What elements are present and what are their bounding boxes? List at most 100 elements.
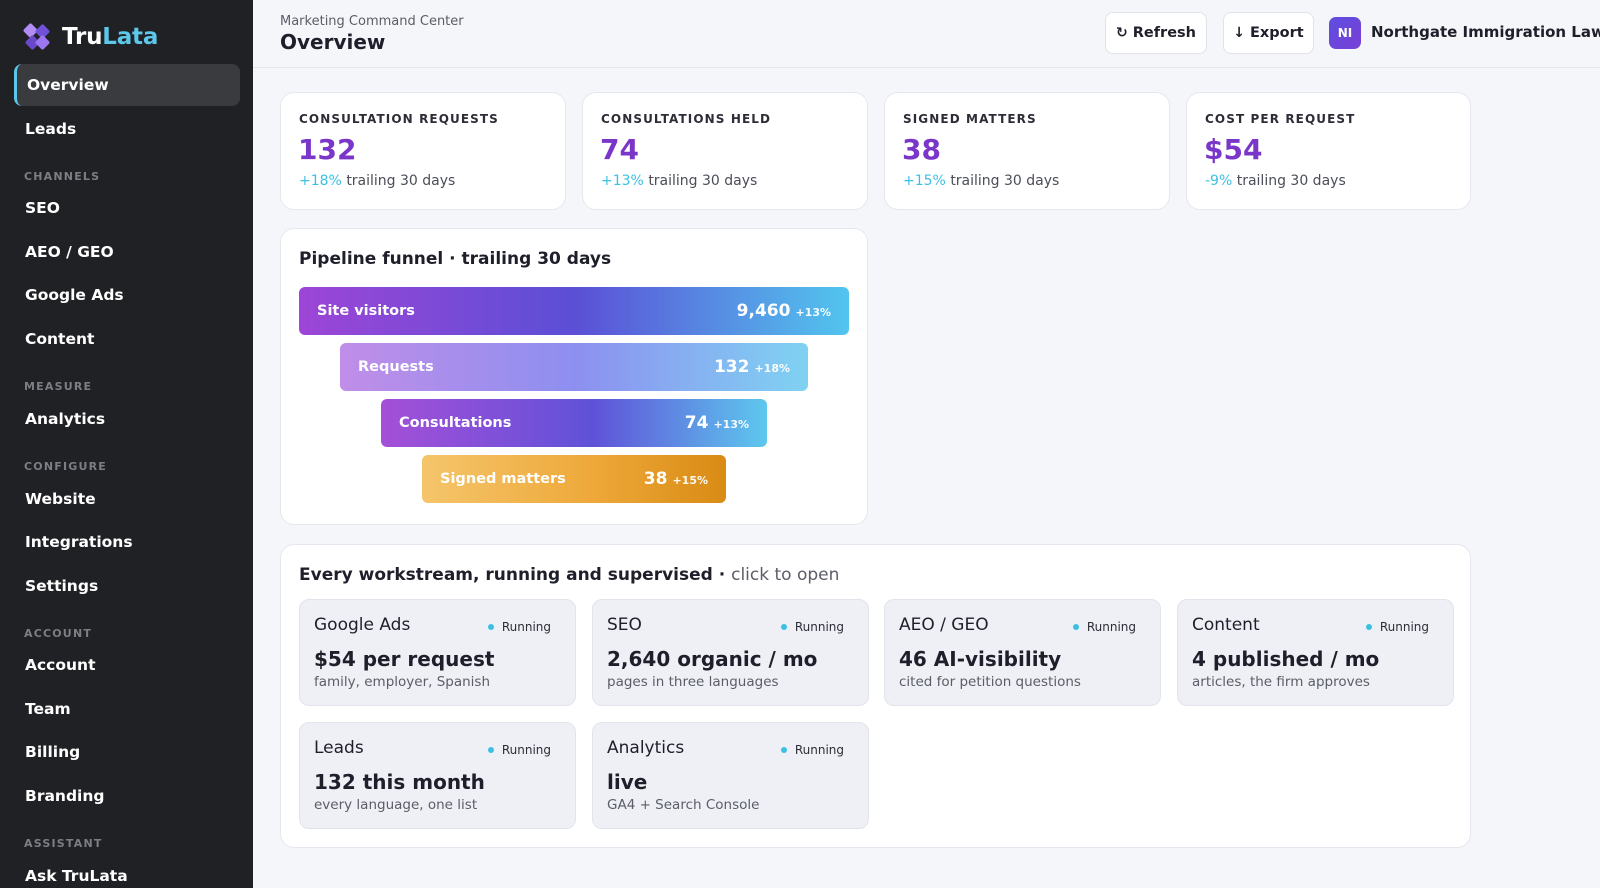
workstream-metric: 46 AI-visibility	[899, 647, 1062, 671]
export-label: Export	[1250, 25, 1304, 41]
nav-heading-configure: CONFIGURE	[24, 460, 107, 473]
workstream-sub: articles, the firm approves	[1192, 674, 1370, 690]
refresh-button[interactable]: ↻ Refresh	[1105, 12, 1207, 54]
kpi-value: 74	[600, 133, 639, 166]
kpi-foot: +15% trailing 30 days	[903, 173, 1060, 189]
status-dot-icon	[487, 624, 494, 630]
firm-name[interactable]: Northgate Immigration Law	[1371, 23, 1600, 41]
kpi-label: CONSULTATIONS HELD	[601, 112, 772, 126]
workstream-name: AEO / GEO	[899, 615, 989, 635]
workstream-aeo-geo[interactable]: AEO / GEO Running 46 AI-visibility cited…	[884, 599, 1161, 706]
workstreams-card: Every workstream, running and supervised…	[280, 544, 1471, 848]
status-badge: Running	[780, 620, 844, 634]
kpi-label: COST PER REQUEST	[1205, 112, 1356, 126]
funnel-stage-label: Site visitors	[317, 303, 415, 319]
refresh-label: Refresh	[1132, 25, 1196, 41]
funnel-stage-value: 132 +18%	[713, 357, 790, 377]
page-header: Marketing Command Center Overview ↻ Refr…	[253, 0, 1600, 68]
workstream-sub: every language, one list	[314, 797, 478, 813]
status-badge: Running	[1365, 620, 1429, 634]
workstream-analytics[interactable]: Analytics Running live GA4 + Search Cons…	[592, 722, 869, 829]
kpi-card-consultation-requests: CONSULTATION REQUESTS 132 +18% trailing …	[280, 92, 566, 210]
sidebar-item-ask-trulata[interactable]: Ask TruLata	[25, 867, 128, 885]
workstream-sub: pages in three languages	[607, 674, 779, 690]
funnel-title: Pipeline funnel · trailing 30 days	[299, 249, 612, 269]
kpi-card-consultations-held: CONSULTATIONS HELD 74 +13% trailing 30 d…	[582, 92, 868, 210]
workstream-name: Leads	[314, 738, 364, 758]
sidebar-item-integrations[interactable]: Integrations	[25, 533, 133, 551]
kpi-card-cost-per-request: COST PER REQUEST $54 -9% trailing 30 day…	[1186, 92, 1471, 210]
sidebar: TruLata Overview Leads CHANNELS SEO AEO …	[0, 0, 253, 888]
sidebar-item-content[interactable]: Content	[25, 330, 95, 348]
sidebar-item-analytics[interactable]: Analytics	[25, 410, 106, 428]
kpi-value: $54	[1204, 133, 1263, 166]
workstream-metric: 132 this month	[314, 770, 485, 794]
workstream-sub: cited for petition questions	[899, 674, 1081, 690]
funnel-stage-site-visitors[interactable]: Site visitors 9,460 +13%	[299, 287, 849, 335]
pipeline-funnel-card: Pipeline funnel · trailing 30 days Site …	[280, 228, 868, 525]
status-badge: Running	[780, 743, 844, 757]
sidebar-item-aeo-geo[interactable]: AEO / GEO	[25, 243, 114, 261]
workstream-name: Analytics	[607, 738, 685, 758]
sidebar-item-website[interactable]: Website	[25, 490, 96, 508]
workstream-metric: 4 published / mo	[1192, 647, 1380, 671]
workstream-metric: $54 per request	[314, 647, 495, 671]
sidebar-item-branding[interactable]: Branding	[25, 787, 105, 805]
sidebar-item-leads[interactable]: Leads	[25, 120, 77, 138]
sidebar-item-seo[interactable]: SEO	[25, 199, 60, 217]
nav-heading-channels: CHANNELS	[24, 170, 101, 183]
brand-logo[interactable]: TruLata	[22, 22, 159, 52]
avatar[interactable]: NI	[1329, 17, 1361, 49]
status-dot-icon	[1072, 624, 1079, 630]
kpi-card-signed-matters: SIGNED MATTERS 38 +15% trailing 30 days	[884, 92, 1170, 210]
kpi-foot: +13% trailing 30 days	[601, 173, 758, 189]
page-subtitle: Marketing Command Center	[280, 14, 464, 29]
status-dot-icon	[780, 747, 787, 753]
status-dot-icon	[1365, 624, 1372, 630]
funnel-stage-consultations[interactable]: Consultations 74 +13%	[381, 399, 767, 447]
status-badge: Running	[487, 620, 551, 634]
funnel-stage-value: 9,460 +13%	[736, 301, 831, 321]
workstream-seo[interactable]: SEO Running 2,640 organic / mo pages in …	[592, 599, 869, 706]
refresh-icon: ↻	[1116, 25, 1128, 41]
workstreams-title: Every workstream, running and supervised…	[299, 565, 840, 585]
workstream-content[interactable]: Content Running 4 published / mo article…	[1177, 599, 1454, 706]
funnel-stage-label: Signed matters	[440, 471, 566, 487]
sidebar-item-account[interactable]: Account	[25, 656, 96, 674]
download-icon: ↓	[1233, 25, 1246, 41]
workstream-metric: live	[607, 770, 648, 794]
brand-mark-icon	[22, 22, 51, 51]
sidebar-item-team[interactable]: Team	[25, 700, 71, 718]
funnel-stage-signed-matters[interactable]: Signed matters 38 +15%	[422, 455, 726, 503]
funnel-stage-value: 74 +13%	[684, 413, 749, 433]
nav-heading-assistant: ASSISTANT	[24, 837, 103, 850]
status-badge: Running	[1072, 620, 1136, 634]
workstream-name: Google Ads	[314, 615, 411, 635]
export-button[interactable]: ↓ Export	[1223, 12, 1314, 54]
page-title: Overview	[280, 30, 386, 54]
nav-heading-measure: MEASURE	[24, 380, 93, 393]
status-dot-icon	[487, 747, 494, 753]
status-badge: Running	[487, 743, 551, 757]
sidebar-item-overview[interactable]: Overview	[14, 64, 240, 106]
workstream-sub: family, employer, Spanish	[314, 674, 491, 690]
workstream-name: SEO	[607, 615, 642, 635]
workstream-google-ads[interactable]: Google Ads Running $54 per request famil…	[299, 599, 576, 706]
kpi-value: 132	[298, 133, 357, 166]
kpi-value: 38	[902, 133, 941, 166]
workstream-name: Content	[1192, 615, 1260, 635]
funnel-stage-label: Requests	[358, 359, 434, 375]
sidebar-item-settings[interactable]: Settings	[25, 577, 99, 595]
workstream-metric: 2,640 organic / mo	[607, 647, 818, 671]
kpi-label: SIGNED MATTERS	[903, 112, 1037, 126]
funnel-stage-value: 38 +15%	[643, 469, 708, 489]
workstream-sub: GA4 + Search Console	[607, 797, 760, 813]
kpi-label: CONSULTATION REQUESTS	[299, 112, 499, 126]
brand-name: TruLata	[62, 24, 159, 50]
kpi-foot: +18% trailing 30 days	[299, 173, 456, 189]
sidebar-item-google-ads[interactable]: Google Ads	[25, 286, 124, 304]
sidebar-item-billing[interactable]: Billing	[25, 743, 81, 761]
funnel-stage-requests[interactable]: Requests 132 +18%	[340, 343, 808, 391]
nav-heading-account: ACCOUNT	[24, 627, 93, 640]
workstream-leads[interactable]: Leads Running 132 this month every langu…	[299, 722, 576, 829]
